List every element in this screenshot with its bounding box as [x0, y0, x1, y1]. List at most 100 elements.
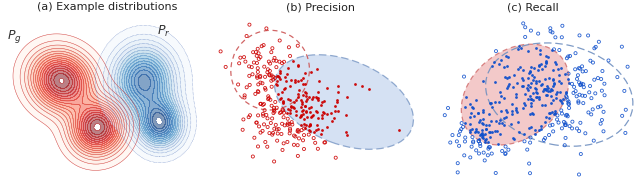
Point [550, 112, 560, 115]
Point [554, 74, 564, 77]
Point [239, 56, 249, 59]
Point [258, 114, 268, 117]
Point [255, 76, 265, 79]
Point [301, 94, 311, 97]
Point [290, 135, 300, 138]
Point [300, 91, 310, 94]
Point [524, 126, 534, 129]
Point [244, 65, 254, 68]
Point [484, 130, 494, 133]
Point [500, 55, 511, 58]
Point [278, 101, 288, 104]
Point [479, 159, 490, 162]
Point [476, 133, 486, 136]
Point [474, 139, 484, 143]
Point [511, 95, 521, 98]
Point [520, 93, 530, 96]
Point [252, 54, 262, 57]
Point [575, 121, 586, 124]
Point [306, 70, 316, 74]
Point [465, 115, 475, 118]
Point [266, 74, 276, 77]
Point [459, 75, 469, 78]
Point [305, 122, 315, 125]
Point [563, 72, 573, 75]
Point [252, 62, 262, 65]
Point [504, 76, 514, 79]
Point [465, 122, 475, 125]
Point [259, 123, 269, 126]
Point [570, 52, 580, 55]
Point [548, 130, 558, 133]
Point [259, 44, 269, 47]
Point [550, 60, 560, 63]
Point [298, 139, 308, 142]
Point [349, 82, 360, 85]
Point [513, 48, 523, 51]
Point [283, 98, 293, 101]
Point [556, 109, 566, 112]
Point [526, 126, 536, 129]
Point [547, 88, 557, 91]
Point [502, 84, 513, 87]
Point [283, 117, 293, 120]
Point [484, 146, 495, 149]
Point [474, 137, 484, 140]
Point [291, 109, 301, 112]
Point [460, 106, 470, 109]
Point [493, 121, 504, 124]
Point [283, 66, 293, 69]
Point [287, 60, 298, 63]
Point [500, 75, 511, 78]
Point [248, 51, 259, 54]
Point [550, 96, 561, 99]
Point [317, 101, 327, 104]
Point [253, 67, 263, 70]
Point [468, 107, 478, 110]
Point [508, 109, 518, 112]
Point [300, 118, 310, 121]
Title: (c) Recall: (c) Recall [506, 2, 558, 12]
Point [536, 127, 546, 130]
Point [561, 136, 571, 139]
Point [253, 52, 264, 55]
Point [262, 125, 273, 129]
Point [596, 119, 607, 122]
Point [500, 153, 511, 156]
Point [286, 79, 296, 82]
Point [502, 64, 512, 67]
Point [484, 135, 495, 138]
Point [244, 116, 254, 119]
Point [565, 54, 575, 57]
Point [525, 172, 535, 175]
Point [264, 60, 274, 63]
Point [531, 129, 541, 132]
Point [298, 112, 308, 115]
Point [478, 136, 488, 139]
Point [490, 129, 500, 132]
Point [518, 68, 528, 71]
Point [262, 71, 273, 74]
Point [293, 65, 303, 68]
Point [600, 94, 610, 97]
Point [278, 88, 289, 91]
Point [567, 82, 577, 85]
Point [299, 134, 309, 137]
Point [285, 132, 295, 135]
Point [561, 92, 571, 95]
Point [523, 88, 533, 91]
Point [341, 113, 351, 116]
Point [522, 84, 532, 87]
Point [249, 61, 259, 64]
Point [594, 40, 604, 43]
Point [307, 115, 317, 118]
Point [253, 90, 263, 93]
Point [496, 59, 506, 62]
Point [304, 129, 314, 132]
Point [518, 22, 529, 25]
Point [562, 57, 572, 60]
Point [272, 128, 282, 131]
Point [478, 108, 488, 111]
Point [574, 34, 584, 37]
Point [487, 105, 497, 108]
